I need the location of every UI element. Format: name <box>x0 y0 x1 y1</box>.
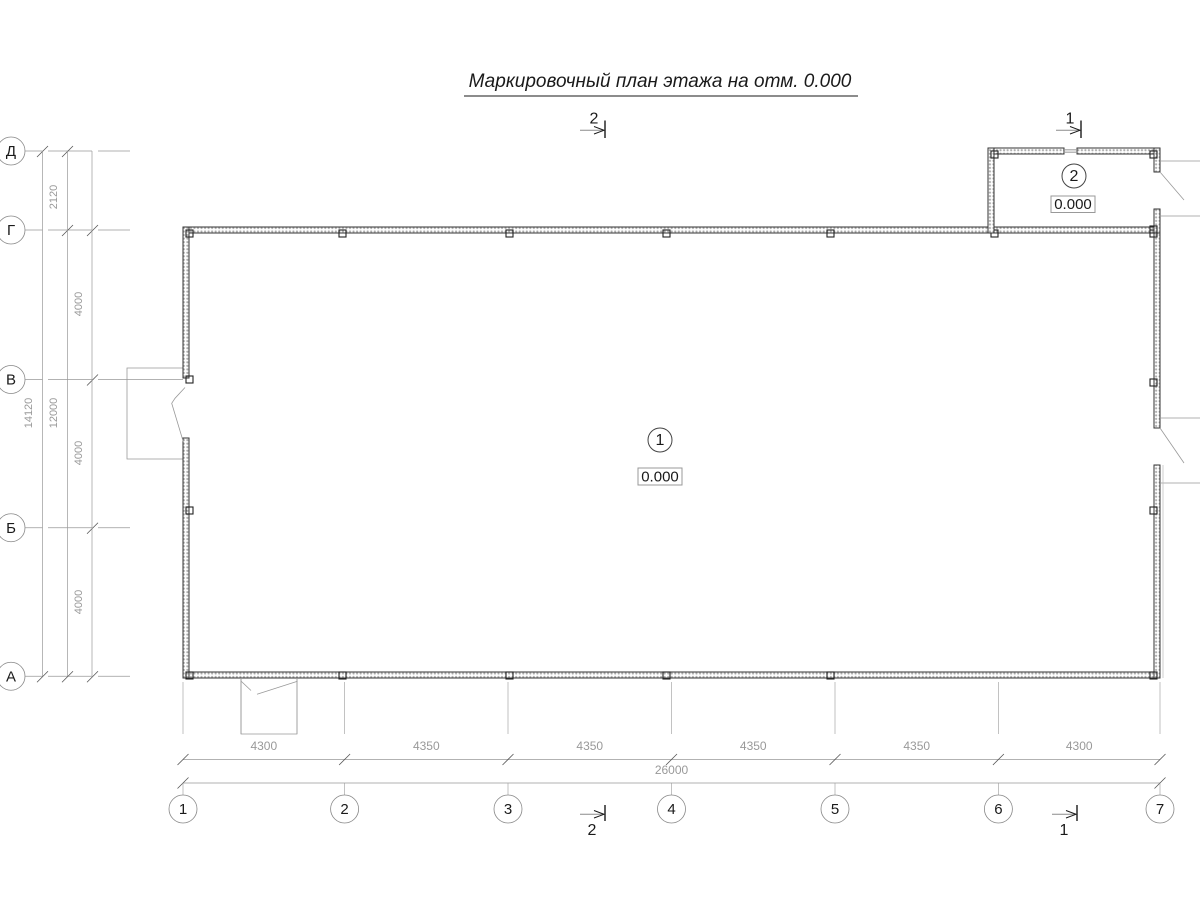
svg-text:2: 2 <box>590 111 599 128</box>
svg-text:4: 4 <box>667 801 675 818</box>
svg-text:1: 1 <box>656 432 665 449</box>
svg-text:4300: 4300 <box>1066 739 1093 753</box>
svg-text:12000: 12000 <box>48 398 60 429</box>
svg-text:4350: 4350 <box>903 739 930 753</box>
svg-text:0.000: 0.000 <box>1054 196 1092 213</box>
svg-text:2: 2 <box>588 822 597 839</box>
svg-text:26000: 26000 <box>655 763 689 777</box>
svg-text:3: 3 <box>504 801 512 818</box>
svg-text:В: В <box>6 372 16 389</box>
svg-text:6: 6 <box>994 801 1002 818</box>
svg-text:Маркировочный план этажа на от: Маркировочный план этажа на отм. 0.000 <box>469 71 852 92</box>
svg-text:4350: 4350 <box>576 739 603 753</box>
svg-text:5: 5 <box>831 801 839 818</box>
svg-text:1: 1 <box>1060 822 1069 839</box>
svg-text:14120: 14120 <box>23 398 35 429</box>
svg-text:2: 2 <box>1070 168 1079 185</box>
svg-text:А: А <box>6 668 16 685</box>
svg-text:Д: Д <box>6 143 16 160</box>
svg-text:2120: 2120 <box>48 185 60 209</box>
svg-text:4300: 4300 <box>250 739 277 753</box>
svg-text:4000: 4000 <box>73 292 85 316</box>
svg-text:Б: Б <box>6 520 16 537</box>
svg-text:7: 7 <box>1156 801 1164 818</box>
svg-text:1: 1 <box>1066 111 1075 128</box>
svg-text:2: 2 <box>340 801 348 818</box>
svg-text:4000: 4000 <box>73 590 85 614</box>
svg-text:4350: 4350 <box>740 739 767 753</box>
svg-text:4350: 4350 <box>413 739 440 753</box>
svg-text:Г: Г <box>7 222 15 239</box>
svg-text:4000: 4000 <box>73 441 85 465</box>
svg-text:1: 1 <box>179 801 187 818</box>
svg-text:0.000: 0.000 <box>641 469 679 486</box>
